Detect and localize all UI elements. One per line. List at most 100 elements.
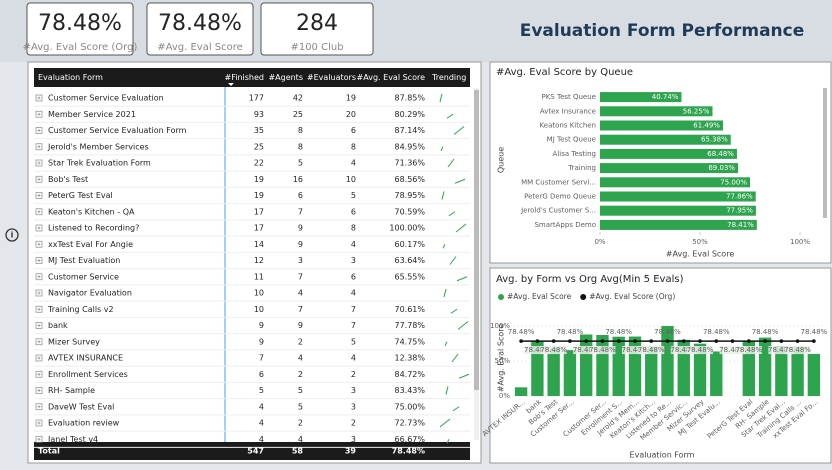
expand-plus [37,372,41,376]
y-tick-label: Jerold's Customer S... [520,207,596,215]
table-cell: 10 [254,289,264,298]
bar[interactable] [600,219,757,230]
bar[interactable] [600,106,713,117]
table-cell: 4 [298,289,303,298]
expand-icon[interactable] [35,338,43,346]
legend-label[interactable]: #Avg. Eval Score (Org) [589,292,675,301]
table-cell: 20 [346,110,356,119]
expand-icon[interactable] [35,94,43,102]
bar[interactable] [600,134,731,145]
table-cell: 25 [254,142,264,151]
sparkline [458,373,470,379]
sort-arrow [228,83,234,86]
bar[interactable] [710,351,723,396]
total-cell: 547 [247,447,264,456]
expand-plus [37,96,41,100]
table-cell: 6 [298,191,303,200]
bar[interactable] [596,335,609,396]
table-cell: 4 [298,354,303,363]
form-name: Keaton's Kitchen - QA [48,207,135,216]
expand-plus [37,194,41,197]
bar[interactable] [580,334,593,396]
table-cell: 12.38% [394,354,425,363]
sparkline [439,418,451,428]
line-point [812,339,816,343]
bar[interactable] [563,350,577,396]
expand-icon[interactable] [35,110,43,118]
bar[interactable] [693,343,707,396]
legend-label[interactable]: #Avg. Eval Score [507,292,572,301]
table-header [34,68,470,87]
data-label: 78.48% [735,346,762,354]
expand-plus [37,112,41,116]
column-header[interactable]: Evaluation Form [38,73,103,82]
bar[interactable] [758,337,772,396]
bar[interactable] [600,177,750,188]
expand-icon[interactable] [35,289,43,297]
table-cell: 6 [259,370,264,379]
expand-icon[interactable] [35,370,43,378]
expand-icon[interactable] [35,273,43,281]
bar[interactable] [661,326,674,396]
line-point [747,339,751,343]
expand-icon[interactable] [35,419,43,427]
info-icon-glyph: i [11,231,14,240]
table-cell: 7 [298,305,303,314]
bar[interactable] [514,387,528,396]
form-name: bank [48,321,68,330]
bar[interactable] [600,205,756,216]
y-tick-label: PKS Test Queue [542,93,597,101]
column-header[interactable]: #Agents [268,73,303,82]
expand-icon[interactable] [35,192,43,199]
expand-icon[interactable] [35,127,43,134]
bar[interactable] [600,191,756,202]
bar[interactable] [531,341,544,396]
bar[interactable] [612,336,625,396]
bar[interactable] [600,163,739,174]
expand-icon[interactable] [35,403,43,411]
expand-icon[interactable] [35,143,43,151]
table-cell: 80.29% [394,110,425,119]
bar[interactable] [600,92,682,103]
bar[interactable] [775,346,788,396]
scrollbar-thumb[interactable] [474,90,479,390]
column-header[interactable]: Trending [431,73,466,82]
expand-icon[interactable] [35,257,43,264]
bar[interactable] [600,120,723,131]
data-label: 78.48% [752,328,779,336]
table-cell: 5 [351,337,356,346]
expand-icon[interactable] [35,208,43,216]
scrollbar-thumb[interactable] [823,88,827,218]
column-header[interactable]: #Evaluators [307,73,356,82]
expand-icon[interactable] [35,224,43,232]
expand-icon[interactable] [35,305,43,313]
form-name: Jerold's Member Services [47,142,149,151]
data-label: 78.48% [670,346,697,354]
column-header[interactable]: #Finished [225,73,264,82]
data-label: 68.48% [707,150,734,158]
bar[interactable] [807,353,821,396]
bar[interactable] [547,348,560,396]
y-tick-label: Training [567,164,596,172]
table-cell: 10 [254,305,264,314]
bar[interactable] [645,346,658,396]
table-cell: 3 [298,256,303,265]
expand-icon[interactable] [35,322,43,329]
info-icon[interactable] [5,228,19,242]
sparkline [443,288,447,298]
expand-icon[interactable] [35,159,43,167]
data-label: 65.38% [701,136,728,144]
expand-icon[interactable] [35,175,43,183]
table-cell: 66.67% [394,435,425,444]
expand-icon[interactable] [35,387,43,394]
data-label: 75.00% [720,178,747,186]
bar[interactable] [791,346,804,396]
bar[interactable] [600,148,737,159]
bar[interactable] [742,340,755,396]
table-cell: 2 [298,337,303,346]
expand-icon[interactable] [35,240,43,248]
line-point [763,339,767,343]
expand-icon[interactable] [35,435,43,443]
column-header[interactable]: #Avg. Eval Score [357,73,426,82]
expand-icon[interactable] [35,354,43,362]
